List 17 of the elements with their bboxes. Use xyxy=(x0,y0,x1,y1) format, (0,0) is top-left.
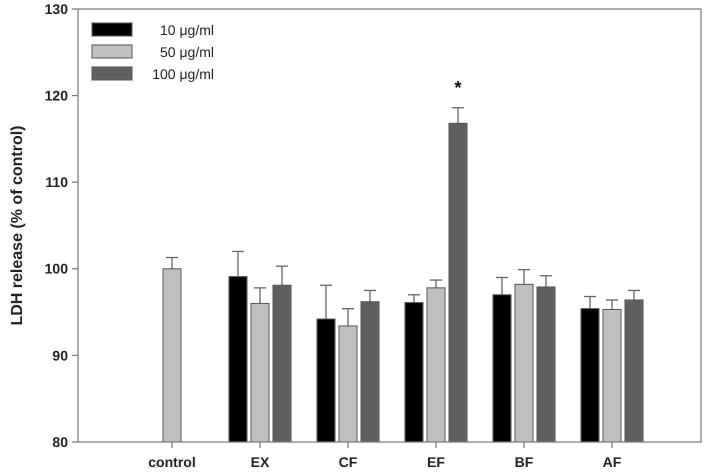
x-tick-label: BF xyxy=(514,454,534,470)
y-tick-label: 100 xyxy=(44,260,68,277)
legend-label: 10 μg/ml xyxy=(160,22,214,38)
y-tick-label: 110 xyxy=(45,174,68,190)
y-tick-label: 80 xyxy=(52,434,68,450)
x-tick-label: AF xyxy=(602,454,622,470)
y-tick-label: 90 xyxy=(52,347,68,364)
x-tick-label: control xyxy=(148,454,196,470)
legend-label: 100 μg/ml xyxy=(152,66,214,82)
x-tick-label: EF xyxy=(427,454,446,470)
x-tick-label: EX xyxy=(250,454,270,470)
y-tick-label: 130 xyxy=(44,0,68,17)
y-tick-label: 120 xyxy=(44,88,68,104)
annotation: * xyxy=(454,78,462,98)
x-tick-label: CF xyxy=(338,454,358,470)
legend-label: 50 μg/ml xyxy=(160,44,214,60)
y-axis-title: LDH release (% of control) xyxy=(9,125,26,326)
